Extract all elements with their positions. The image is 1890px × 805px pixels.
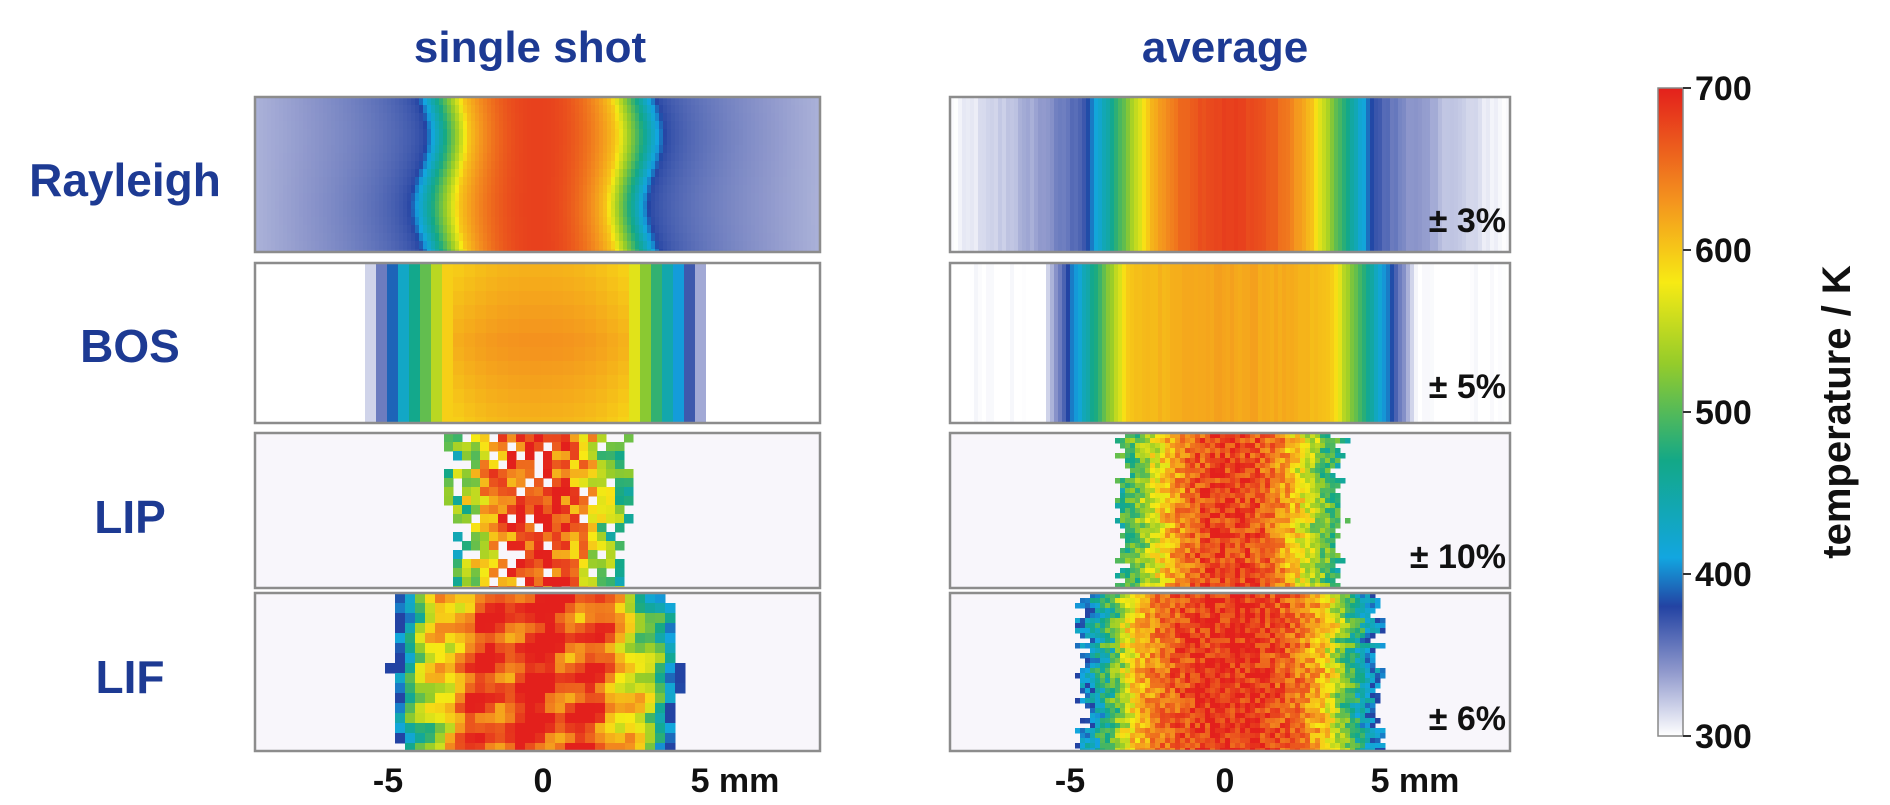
heatmap-rayleigh-single (255, 97, 824, 253)
colorbar-tick-400: 400 (1695, 556, 1752, 594)
row-label-bos: BOS (80, 320, 180, 372)
column-title-single-shot: single shot (414, 23, 647, 72)
row-label-rayleigh: Rayleigh (29, 154, 221, 206)
uncertainty-rayleigh: ± 3% (1429, 202, 1506, 240)
heatmap-bos-average (950, 263, 1511, 424)
uncertainty-bos: ± 5% (1429, 368, 1506, 406)
x-tick-average-5mm: 5 mm (1371, 762, 1460, 800)
heatmap-lip-single (255, 433, 820, 596)
colorbar-tick-300: 300 (1695, 718, 1752, 756)
colorbar-label: temperature / K (1815, 265, 1859, 559)
colorbar-gradient (1658, 88, 1683, 736)
heatmap-lif-single (255, 593, 820, 754)
column-title-average: average (1142, 23, 1308, 72)
colorbar-ticks: 300 400 500 600 700 (1683, 70, 1752, 756)
heatmap-rayleigh-average (950, 97, 1511, 253)
x-tick-single-minus5: -5 (373, 762, 403, 800)
colorbar-tick-500: 500 (1695, 394, 1752, 432)
x-tick-single-0: 0 (534, 762, 553, 800)
heatmap-lif-average (950, 593, 1510, 754)
x-tick-single-5mm: 5 mm (691, 762, 780, 800)
row-label-lip: LIP (94, 491, 166, 543)
x-tick-average-0: 0 (1216, 762, 1235, 800)
colorbar-tick-700: 700 (1695, 70, 1752, 108)
colorbar-tick-600: 600 (1695, 232, 1752, 270)
x-tick-average-minus5: -5 (1055, 762, 1085, 800)
heatmap-bos-single (255, 263, 828, 432)
row-label-lif: LIF (96, 651, 165, 703)
heatmap-panels (255, 97, 1511, 754)
uncertainty-lip: ± 10% (1410, 538, 1506, 576)
uncertainty-lif: ± 6% (1429, 700, 1506, 738)
